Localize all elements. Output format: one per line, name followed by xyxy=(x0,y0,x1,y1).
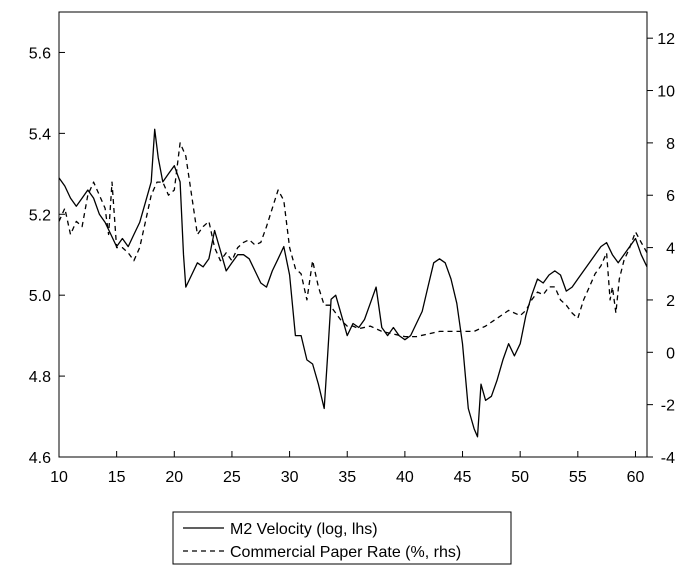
plot-area xyxy=(58,11,648,458)
x-tick-label: 35 xyxy=(338,469,356,486)
plot-frame xyxy=(58,11,648,458)
legend: M2 Velocity (log, lhs) Commercial Paper … xyxy=(172,511,512,565)
y-left-tick-label: 5.0 xyxy=(29,288,51,305)
x-tick-label: 15 xyxy=(108,469,126,486)
y-right-tick-label: 8 xyxy=(666,136,675,153)
y-right-tick-label: 4 xyxy=(666,241,675,258)
y-left-axis: 4.6 4.8 5.0 5.2 5.4 5.6 xyxy=(29,45,65,467)
legend-label-commercial-paper-rate: Commercial Paper Rate (%, rhs) xyxy=(230,544,461,561)
x-tick-label: 45 xyxy=(454,469,472,486)
y-left-tick-label: 5.4 xyxy=(29,126,51,143)
x-tick-label: 50 xyxy=(511,469,529,486)
x-tick-label: 40 xyxy=(396,469,414,486)
y-left-tick-label: 5.2 xyxy=(29,207,51,224)
legend-label-m2-velocity: M2 Velocity (log, lhs) xyxy=(230,521,378,538)
series-layer xyxy=(58,128,648,438)
x-tick-label: 30 xyxy=(281,469,299,486)
y-right-tick-label: -2 xyxy=(661,398,675,415)
x-tick-label: 60 xyxy=(627,469,645,486)
y-right-tick-label: 6 xyxy=(666,188,675,205)
x-axis: 10 15 20 25 30 35 40 45 50 55 60 xyxy=(50,451,644,486)
y-right-tick-label: 12 xyxy=(657,31,675,48)
x-tick-label: 10 xyxy=(50,469,68,486)
x-tick-label: 55 xyxy=(569,469,587,486)
y-right-tick-label: 2 xyxy=(666,293,675,310)
y-right-tick-label: 0 xyxy=(666,345,675,362)
y-right-tick-label: -4 xyxy=(661,450,675,467)
series-line-commercial-paper-rate xyxy=(58,142,648,338)
legend-box xyxy=(172,511,512,565)
y-left-tick-label: 4.8 xyxy=(29,369,51,386)
y-left-tick-label: 4.6 xyxy=(29,450,51,467)
y-right-tick-label: 10 xyxy=(657,84,675,101)
y-left-tick-label: 5.6 xyxy=(29,45,51,62)
y-right-axis: -4 -2 0 2 4 6 8 10 12 xyxy=(647,31,675,467)
x-tick-label: 25 xyxy=(223,469,241,486)
series-line-m2-velocity xyxy=(58,128,648,438)
x-tick-label: 20 xyxy=(165,469,183,486)
